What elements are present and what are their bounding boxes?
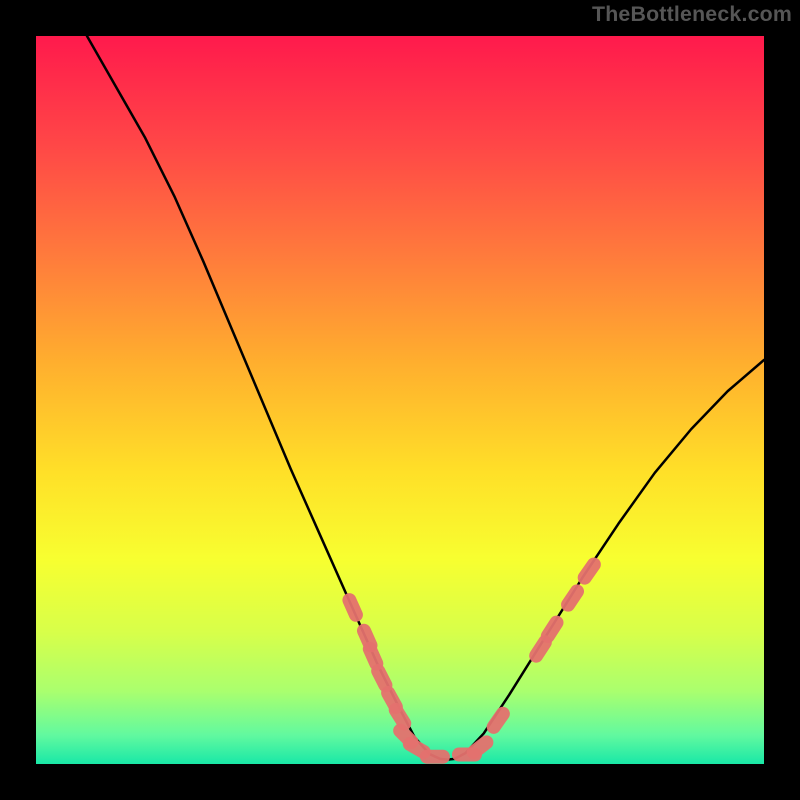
data-point-markers bbox=[340, 555, 603, 764]
data-point-marker bbox=[340, 591, 365, 624]
plot-area bbox=[36, 36, 764, 764]
curve-layer bbox=[36, 36, 764, 764]
chart-stage: TheBottleneck.com bbox=[0, 0, 800, 800]
data-point-marker bbox=[420, 750, 450, 764]
data-point-marker bbox=[484, 704, 513, 737]
watermark-text: TheBottleneck.com bbox=[592, 2, 792, 27]
bottleneck-curve bbox=[87, 36, 764, 760]
